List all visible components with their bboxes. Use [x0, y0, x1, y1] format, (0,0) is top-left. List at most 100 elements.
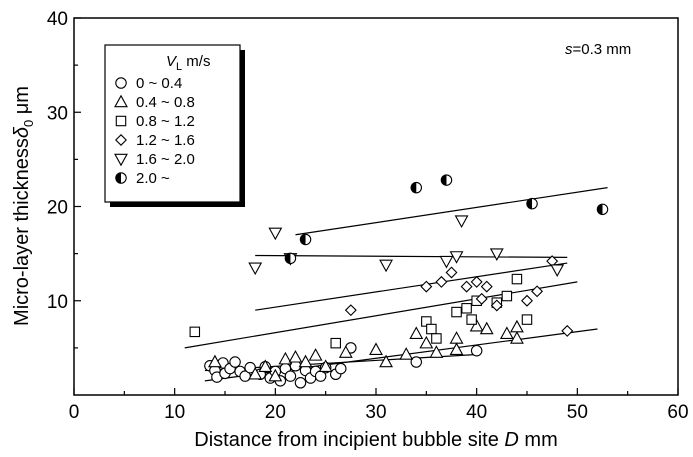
- y-axis-title-var: δ: [11, 126, 33, 138]
- data-point: [288, 349, 303, 363]
- data-point: [511, 273, 523, 285]
- data-point: [268, 368, 283, 382]
- data-point: [521, 314, 533, 325]
- data-point: [409, 326, 424, 339]
- data-markers: [189, 174, 609, 389]
- data-point: [461, 303, 472, 314]
- data-point: [439, 255, 454, 269]
- data-point: [420, 280, 433, 293]
- data-point: [449, 342, 464, 356]
- y-tick-label: 10: [47, 292, 68, 313]
- y-axis-title-text: Micro-layer thickness: [11, 138, 33, 326]
- data-point: [318, 359, 333, 372]
- data-point: [449, 331, 464, 344]
- data-point: [268, 227, 283, 241]
- data-point: [299, 233, 312, 246]
- data-point: [449, 251, 464, 264]
- data-point: [445, 266, 458, 279]
- trend-line: [255, 254, 568, 258]
- data-point: [526, 197, 538, 210]
- data-point: [531, 285, 544, 298]
- data-point: [330, 337, 341, 349]
- legend-title-var: V: [166, 53, 178, 70]
- data-point: [469, 318, 484, 332]
- legend-label: 1.2 ~ 1.6: [136, 132, 195, 149]
- legend-marker: [114, 94, 128, 108]
- data-point: [521, 294, 533, 307]
- x-tick-label: 10: [164, 402, 185, 423]
- data-point: [208, 354, 222, 368]
- data-point: [335, 362, 347, 375]
- trend-line: [255, 262, 568, 311]
- x-tick-label: 50: [567, 402, 588, 423]
- data-point: [338, 345, 353, 358]
- data-point: [308, 348, 323, 361]
- y-axis-title: Micro-layer thicknessδ0 μm: [11, 86, 36, 326]
- y-axis-title-unit: μm: [11, 86, 33, 120]
- y-tick-label: 30: [47, 103, 68, 124]
- x-axis-title-var: D: [504, 429, 518, 451]
- legend-marker: [115, 172, 127, 184]
- data-point: [284, 252, 297, 265]
- data-point: [248, 366, 263, 380]
- data-point: [410, 181, 423, 194]
- legend-marker: [115, 134, 127, 146]
- data-point: [379, 354, 393, 368]
- legend-label: 0.8 ~ 1.2: [136, 113, 195, 130]
- data-point: [440, 174, 453, 186]
- data-point: [369, 342, 383, 356]
- data-point: [480, 280, 493, 293]
- legend: VL m/s 0 ~ 0.4 0.4 ~ 0.8 0.8 ~ 1.2 1.2 ~ 1.…: [104, 44, 245, 207]
- annotation-s: s=0.3 mm: [565, 41, 631, 58]
- data-point: [596, 203, 609, 216]
- x-tick-label: 60: [667, 402, 688, 423]
- data-point: [189, 326, 201, 338]
- annotation-var: s: [565, 41, 573, 58]
- data-point: [510, 331, 524, 344]
- data-point: [294, 376, 307, 389]
- x-tick-label: 20: [265, 402, 286, 423]
- data-point: [258, 359, 273, 372]
- legend-marker: [115, 115, 127, 127]
- data-point: [298, 354, 313, 368]
- legend-label: 1.6 ~ 2.0: [136, 151, 195, 168]
- legend-title-unit: m/s: [182, 53, 210, 70]
- data-point: [229, 356, 241, 368]
- marker-half-fill: [115, 172, 121, 184]
- legend-label: 2.0 ~: [136, 170, 170, 187]
- data-point: [435, 275, 448, 288]
- legend-label: 0 ~ 0.4: [136, 75, 182, 92]
- data-point: [454, 215, 469, 228]
- x-tick-label: 40: [466, 402, 487, 423]
- marker-half-fill: [441, 174, 447, 186]
- legend-box: [104, 44, 241, 203]
- legend-title: VL m/s: [166, 53, 210, 73]
- x-axis-title-unit: mm: [519, 429, 558, 451]
- trend-line: [295, 187, 608, 236]
- data-point: [431, 333, 442, 344]
- ticks: 0 10 20 30 40 50 60 10 20 30 40: [47, 9, 689, 423]
- marker-half-fill: [300, 234, 306, 245]
- data-point: [248, 262, 263, 276]
- data-point: [561, 324, 574, 337]
- legend-label: 0.4 ~ 0.8: [136, 94, 195, 111]
- data-point: [501, 290, 513, 302]
- data-point: [470, 344, 483, 357]
- legend-marker: [114, 153, 128, 167]
- legend-marker: [115, 77, 127, 89]
- y-axis-title-sub: 0: [21, 120, 36, 127]
- marker-half-fill: [285, 253, 291, 264]
- data-point: [410, 356, 423, 368]
- data-point: [510, 319, 524, 333]
- data-point: [379, 259, 393, 273]
- legend-entries: 0 ~ 0.4 0.4 ~ 0.8 0.8 ~ 1.2 1.2 ~ 1.6 1.6 ~ …: [114, 75, 195, 187]
- x-axis-title: Distance from incipient bubble site D mm: [194, 429, 558, 451]
- data-point: [550, 264, 565, 277]
- x-axis-title-text: Distance from incipient bubble site: [194, 429, 504, 451]
- data-point: [284, 370, 297, 382]
- data-point: [489, 248, 504, 261]
- data-point: [499, 326, 514, 339]
- data-point: [344, 304, 357, 317]
- data-point: [278, 351, 293, 365]
- annotation-text: =0.3 mm: [573, 41, 632, 58]
